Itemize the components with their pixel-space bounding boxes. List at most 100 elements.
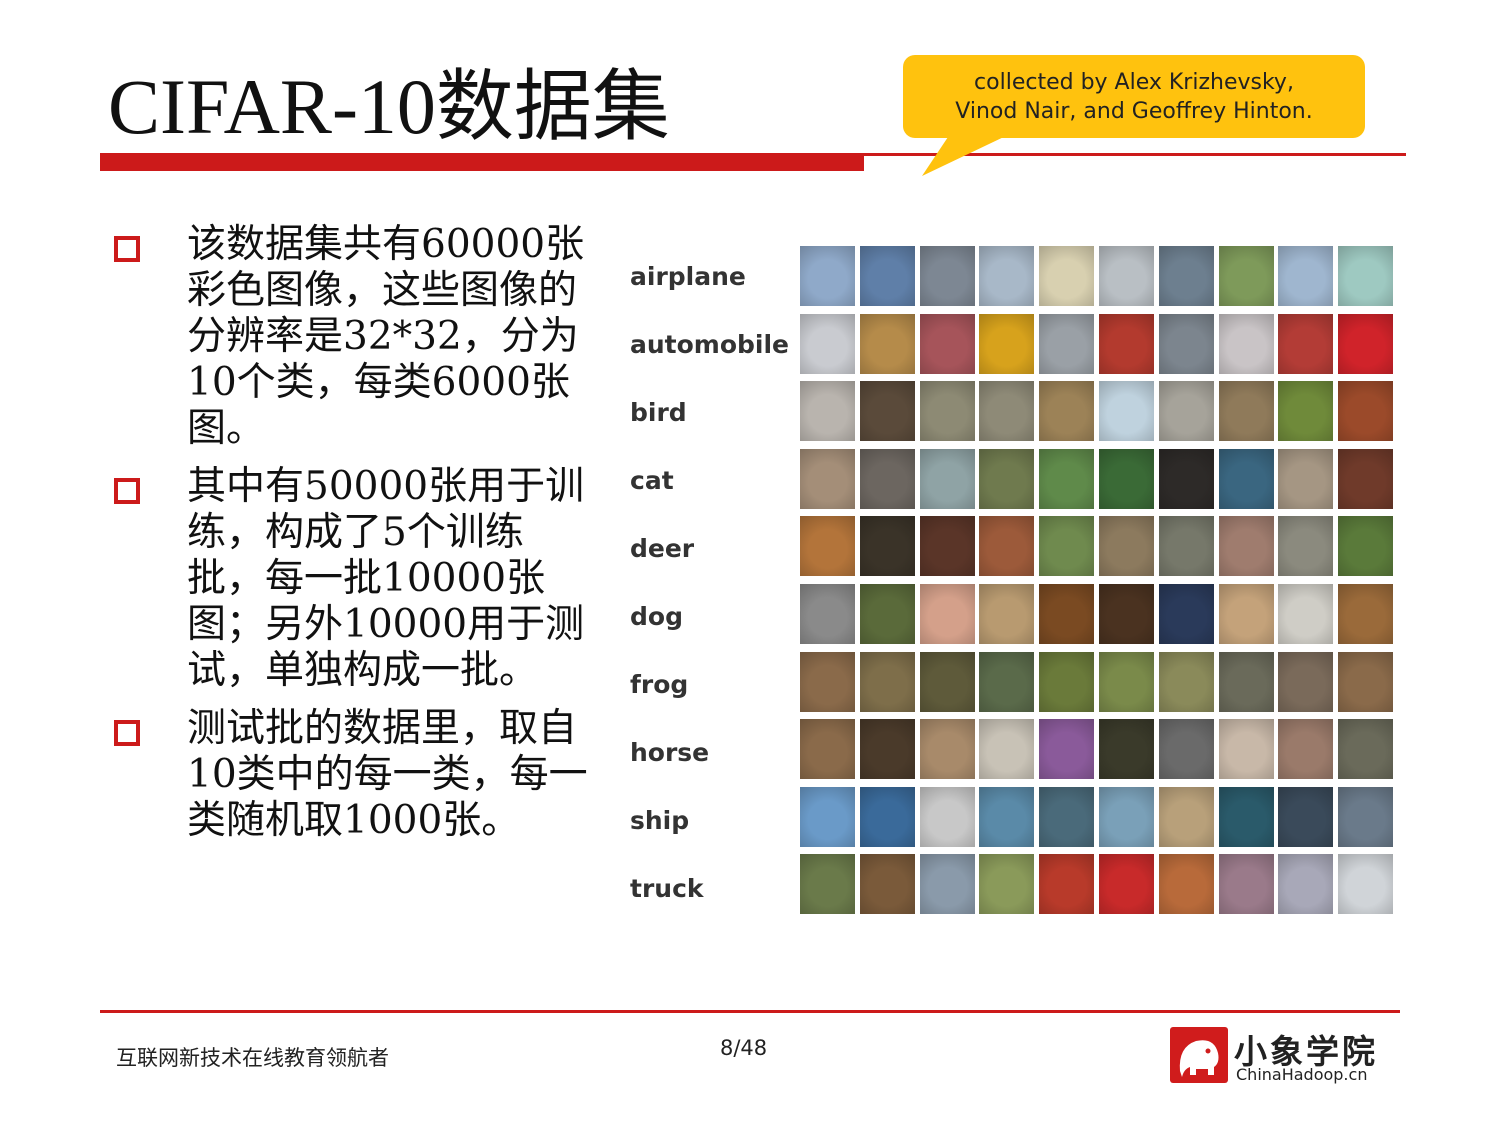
title-rule-thin <box>864 153 1406 156</box>
sample-image-frog <box>860 652 915 712</box>
bullet-item: 其中有50000张用于训练，构成了5个训练批，每一批10000张图；另外1000… <box>110 464 610 694</box>
sample-image-ship <box>920 787 975 847</box>
sample-image-automobile <box>979 314 1034 374</box>
callout-tail <box>922 134 1010 176</box>
sample-image-deer <box>1219 516 1274 576</box>
sample-image-cat <box>1159 449 1214 509</box>
bullet-text: 该数据集共有60000张彩色图像，这些图像的分辨率是32*32，分为10个类，每… <box>187 222 585 451</box>
brand-logo: 小象学院 ChinaHadoop.cn <box>1170 1025 1395 1087</box>
sample-image-dog <box>800 584 855 644</box>
sample-image-dog <box>1039 584 1094 644</box>
sample-image-automobile <box>800 314 855 374</box>
class-label: ship <box>630 806 690 835</box>
class-label: horse <box>630 738 710 767</box>
bullet-text: 测试批的数据里，取自10类中的每一类，每一类随机取1000张。 <box>187 706 588 843</box>
sample-image-dog <box>1278 584 1333 644</box>
sample-image-cat <box>860 449 915 509</box>
sample-image-truck <box>1159 854 1214 914</box>
sample-image-truck <box>1338 854 1393 914</box>
sample-image-horse <box>1099 719 1154 779</box>
class-label: cat <box>630 466 674 495</box>
sample-image-deer <box>800 516 855 576</box>
sample-image-bird <box>800 381 855 441</box>
page-number: 8/48 <box>720 1036 768 1060</box>
logo-domain: ChinaHadoop.cn <box>1236 1065 1368 1084</box>
sample-image-automobile <box>1278 314 1333 374</box>
sample-image-ship <box>979 787 1034 847</box>
sample-image-frog <box>1219 652 1274 712</box>
sample-image-horse <box>979 719 1034 779</box>
sample-image-frog <box>1039 652 1094 712</box>
sample-image-dog <box>860 584 915 644</box>
sample-image-horse <box>1278 719 1333 779</box>
sample-image-frog <box>1159 652 1214 712</box>
class-label: truck <box>630 874 704 903</box>
sample-image-truck <box>800 854 855 914</box>
sample-image-deer <box>1159 516 1214 576</box>
sample-image-bird <box>979 381 1034 441</box>
callout-line-1: collected by Alex Krizhevsky, <box>974 70 1294 95</box>
sample-image-cat <box>920 449 975 509</box>
sample-image-airplane <box>920 246 975 306</box>
sample-image-frog <box>1278 652 1333 712</box>
sample-image-ship <box>1219 787 1274 847</box>
sample-image-frog <box>920 652 975 712</box>
class-label: frog <box>630 670 689 699</box>
sample-image-cat <box>1338 449 1393 509</box>
sample-image-automobile <box>920 314 975 374</box>
sample-image-automobile <box>1338 314 1393 374</box>
sample-image-automobile <box>860 314 915 374</box>
sample-image-bird <box>1039 381 1094 441</box>
sample-image-truck <box>1278 854 1333 914</box>
bullet-list: 该数据集共有60000张彩色图像，这些图像的分辨率是32*32，分为10个类，每… <box>110 222 610 844</box>
sample-image-grid <box>800 246 1398 920</box>
attribution-callout: collected by Alex Krizhevsky, Vinod Nair… <box>903 55 1365 138</box>
sample-image-ship <box>1039 787 1094 847</box>
sample-image-cat <box>1278 449 1333 509</box>
bullet-square-icon <box>114 478 140 504</box>
sample-image-cat <box>1219 449 1274 509</box>
sample-image-truck <box>1039 854 1094 914</box>
sample-image-airplane <box>800 246 855 306</box>
class-label: automobile <box>630 330 790 359</box>
bullet-square-icon <box>114 236 140 262</box>
sample-image-truck <box>979 854 1034 914</box>
footer-rule <box>100 1010 1400 1013</box>
sample-image-horse <box>1159 719 1214 779</box>
sample-image-horse <box>1338 719 1393 779</box>
sample-image-airplane <box>860 246 915 306</box>
bullet-square-icon <box>114 720 140 746</box>
footer-tagline: 互联网新技术在线教育领航者 <box>116 1046 389 1070</box>
bullet-item: 该数据集共有60000张彩色图像，这些图像的分辨率是32*32，分为10个类，每… <box>110 222 610 452</box>
sample-image-bird <box>860 381 915 441</box>
sample-image-dog <box>920 584 975 644</box>
sample-image-dog <box>1219 584 1274 644</box>
sample-image-bird <box>1219 381 1274 441</box>
class-label: deer <box>630 534 695 563</box>
sample-image-ship <box>1278 787 1333 847</box>
sample-image-cat <box>800 449 855 509</box>
sample-image-bird <box>1099 381 1154 441</box>
sample-image-airplane <box>1338 246 1393 306</box>
sample-image-horse <box>860 719 915 779</box>
sample-image-horse <box>1219 719 1274 779</box>
logo-chinese-name: 小象学院 <box>1234 1032 1378 1071</box>
sample-image-bird <box>1159 381 1214 441</box>
sample-image-bird <box>1338 381 1393 441</box>
sample-image-deer <box>860 516 915 576</box>
sample-image-horse <box>1039 719 1094 779</box>
sample-image-ship <box>1099 787 1154 847</box>
sample-image-airplane <box>1159 246 1214 306</box>
elephant-logo-icon <box>1170 1027 1228 1083</box>
sample-image-ship <box>800 787 855 847</box>
sample-image-ship <box>860 787 915 847</box>
class-label: bird <box>630 398 687 427</box>
sample-image-truck <box>860 854 915 914</box>
sample-image-deer <box>979 516 1034 576</box>
sample-image-airplane <box>1039 246 1094 306</box>
sample-image-cat <box>979 449 1034 509</box>
sample-image-truck <box>1099 854 1154 914</box>
sample-image-airplane <box>1278 246 1333 306</box>
sample-image-truck <box>1219 854 1274 914</box>
sample-image-cat <box>1099 449 1154 509</box>
